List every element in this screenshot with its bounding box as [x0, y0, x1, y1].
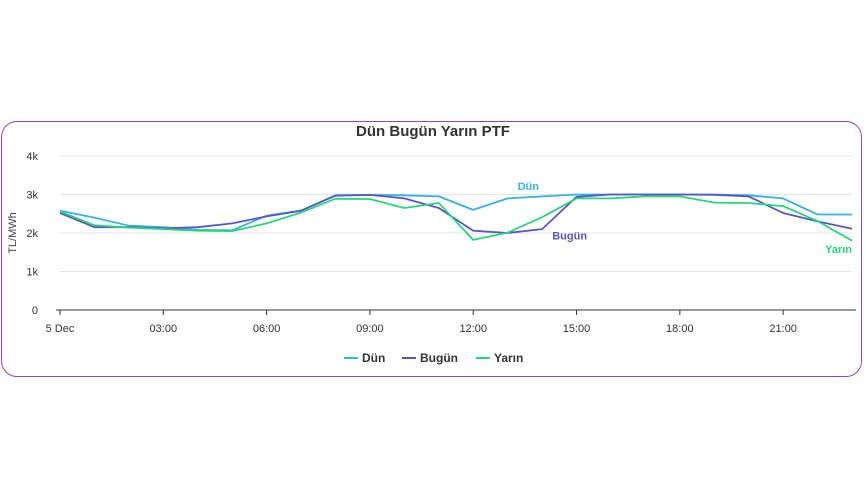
y-axis-label: TL/MWh: [7, 212, 19, 254]
x-tick-label: 09:00: [356, 323, 384, 335]
series-lines: [59, 193, 853, 242]
series-line-yarın[interactable]: [59, 195, 853, 242]
chart-title: Dün Bugün Yarın PTF: [356, 123, 510, 140]
chart-card: [1, 121, 862, 377]
x-axis: 5 Dec 03:00 06:00 09:00 12:00 15:00 18:00 21:00: [46, 309, 856, 335]
y-tick-label: 4k: [26, 151, 38, 163]
x-tick-label: 21:00: [769, 323, 797, 335]
x-tick-label: 18:00: [666, 323, 694, 335]
y-axis: 0 1k 2k 3k 4k: [26, 151, 38, 317]
series-line-dün[interactable]: [59, 193, 852, 232]
legend-item[interactable]: Yarın: [476, 351, 523, 365]
series-data-label: Yarın: [825, 244, 852, 256]
series-line-bugün[interactable]: [59, 193, 853, 234]
x-tick-label: 03:00: [150, 323, 178, 335]
y-tick-label: 1k: [26, 267, 38, 279]
series-data-label: Bugün: [552, 231, 587, 243]
y-tick-label: 3k: [26, 190, 38, 202]
legend-label: Bugün: [420, 351, 458, 365]
legend-item[interactable]: Bugün: [402, 351, 458, 365]
legend-item[interactable]: Dün: [344, 351, 385, 365]
x-tick-label: 12:00: [459, 323, 487, 335]
x-tick-label: 15:00: [563, 323, 591, 335]
series-labels: Dün Bugün Yarın: [518, 181, 853, 256]
y-tick-label: 0: [32, 305, 38, 317]
x-tick-label: 06:00: [253, 323, 281, 335]
y-tick-label: 2k: [26, 228, 38, 240]
legend[interactable]: Dün Bugün Yarın: [344, 351, 523, 365]
series-data-label: Dün: [518, 181, 540, 193]
legend-label: Yarın: [494, 351, 523, 365]
grid: [60, 155, 852, 272]
legend-label: Dün: [362, 351, 385, 365]
x-tick-label: 5 Dec: [46, 323, 75, 335]
